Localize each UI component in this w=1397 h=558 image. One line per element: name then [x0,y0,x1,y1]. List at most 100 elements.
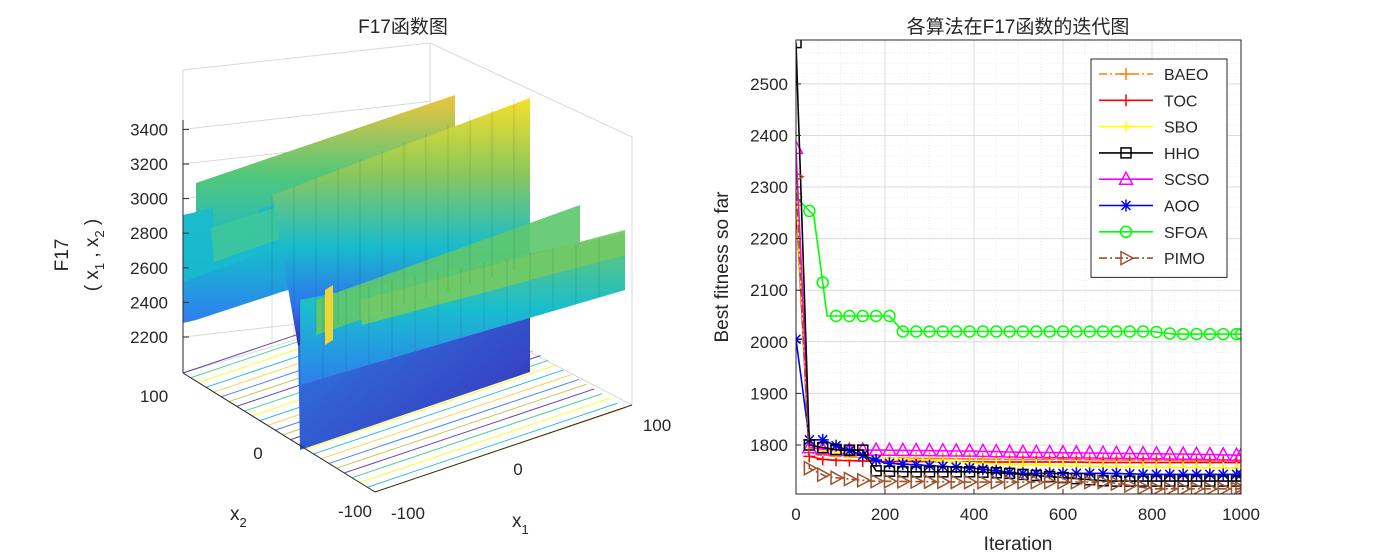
data-point [1017,474,1032,490]
y-tick-label: 1900 [750,384,788,403]
legend-item-pimo: PIMO [1099,250,1205,268]
data-point [908,441,924,457]
legend-item-sfoa: SFOA [1099,225,1208,242]
data-point [1233,446,1241,462]
legend-label: SCSO [1164,172,1209,189]
data-point [1003,466,1016,479]
data-point [935,442,951,457]
data-point [1150,325,1163,339]
data-point [923,459,936,472]
y-label-sub: 2 [240,515,247,530]
data-point [869,309,883,323]
data-point [976,463,989,476]
data-point [1001,443,1018,458]
data-point [1177,481,1192,494]
data-point [1056,325,1070,338]
series-group [796,40,1241,494]
data-point [1081,444,1098,459]
data-point [990,325,1003,338]
data-point [1015,443,1031,459]
data-point [1070,474,1085,490]
data-point [1204,481,1219,494]
data-point [1150,475,1163,487]
convergence-title: 各算法在F17函数的迭代图 [907,16,1130,38]
data-point [1176,327,1190,341]
z-tick-label: 3400 [130,120,168,139]
legend-item-aoo: AOO [1099,199,1200,216]
data-point [977,474,992,490]
data-point [975,442,991,458]
data-point [1120,147,1132,159]
data-point [988,443,1005,458]
data-point [1055,444,1071,459]
y-tick-label: 100 [140,387,168,406]
data-point [1162,445,1178,460]
data-point [896,325,910,338]
data-point [976,325,990,338]
data-point [803,439,816,451]
data-point [1190,481,1206,494]
data-point [870,465,882,477]
data-point [1118,170,1134,185]
data-point [829,309,843,323]
contour-line [321,374,572,460]
data-point [816,276,829,289]
contour-line [305,364,557,450]
data-point [1230,327,1241,341]
data-point [796,172,805,182]
z-grid-line [182,100,431,130]
z-label-sub: 2 [92,230,107,237]
z-tick-label: 2800 [130,224,168,243]
data-point [910,466,922,478]
legend-item-sbo: SBO [1099,120,1198,137]
data-point [1057,474,1072,490]
data-point [910,458,923,471]
y-tick-label: 0 [253,444,262,463]
data-point [1110,467,1123,480]
x-tick-labels: 0 200 400 600 800 1000 [791,489,1260,524]
data-point [796,193,802,206]
z-tick-labels: 2200 2400 2600 2800 3000 3200 3400 [130,120,189,347]
y-label-main: x [230,504,240,525]
data-point [1177,468,1190,481]
data-point [1070,325,1083,338]
y-tick-label: 2100 [750,281,788,300]
data-point [1150,468,1163,481]
data-point [948,442,964,457]
contour-line [313,369,564,455]
contour-line [367,402,618,488]
z-label-part: ( x [82,270,103,292]
x-label-sub: 1 [522,522,529,537]
data-point [963,474,979,490]
data-point [1235,462,1241,475]
series-pimo [796,172,1241,494]
data-point [1043,325,1056,338]
z-tick-label: 3200 [130,155,168,174]
data-point [950,466,962,478]
data-point [963,325,976,338]
legend-box [1090,58,1228,278]
data-point [1137,479,1152,494]
y-tick-label: 2200 [750,230,788,249]
data-point [1230,481,1241,494]
data-point [1123,325,1136,338]
data-point [949,325,963,338]
data-point [1135,445,1151,460]
contour-line [359,398,610,483]
data-point [830,439,843,452]
data-point [1120,94,1132,107]
series-sfoa [796,191,1241,341]
data-point [923,473,939,490]
data-point [1097,467,1110,480]
data-point [936,325,950,338]
surface-mesh [183,95,625,450]
data-point [843,444,856,456]
data-point [1136,325,1150,338]
data-point [1030,467,1043,480]
data-point [921,442,938,457]
legend-label: BAEO [1164,67,1208,84]
z-label-sub: 1 [92,263,107,270]
data-point [1163,468,1176,481]
data-point [1123,467,1136,480]
